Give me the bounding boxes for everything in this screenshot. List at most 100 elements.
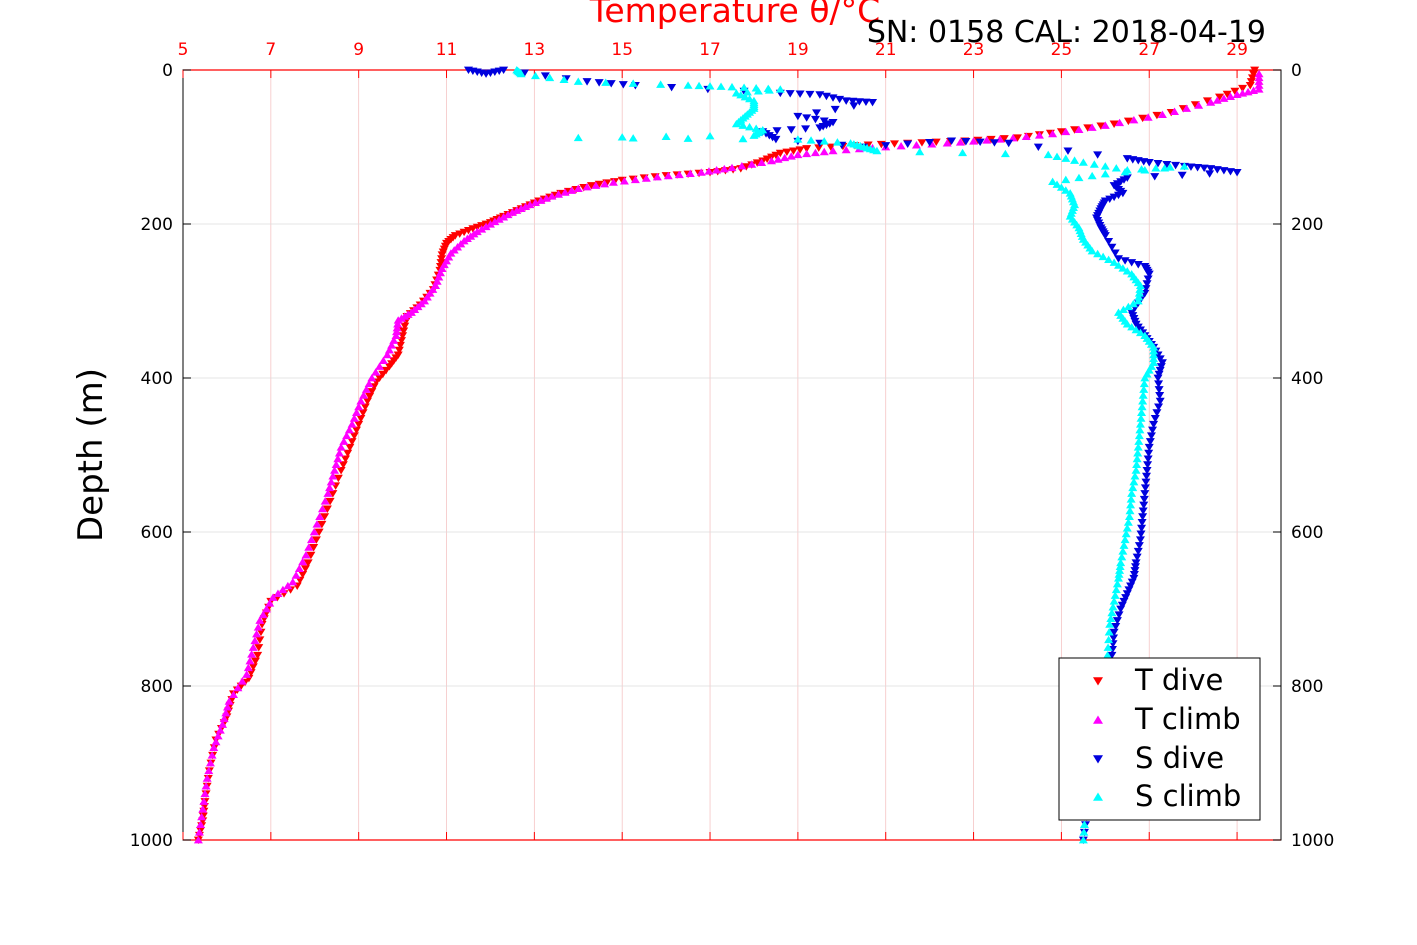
data-point	[841, 145, 851, 154]
data-point	[530, 198, 540, 207]
data-point	[300, 565, 310, 573]
data-point	[1061, 154, 1071, 162]
data-point	[378, 370, 388, 379]
data-point	[1140, 490, 1150, 498]
data-point	[1109, 120, 1119, 128]
data-point	[608, 178, 618, 186]
legend-markers	[1093, 677, 1103, 801]
data-point	[1125, 506, 1135, 515]
legend-label-t-climb: T climb	[1134, 702, 1241, 736]
data-point	[890, 140, 900, 148]
data-point	[1063, 147, 1073, 155]
data-point	[772, 127, 782, 135]
data-point	[303, 559, 313, 567]
data-point	[1111, 164, 1121, 172]
data-point	[767, 156, 777, 165]
data-point	[1110, 591, 1120, 599]
data-point	[1156, 363, 1166, 371]
y-tick-label-right: 400	[1291, 369, 1323, 389]
data-point	[1070, 126, 1080, 134]
data-point	[749, 131, 759, 139]
data-point	[1225, 168, 1235, 176]
data-point	[519, 69, 529, 77]
data-point	[250, 657, 260, 666]
data-point	[1112, 579, 1122, 588]
serial-calibration-annotation: SN: 0158 CAL: 2018-04-19	[867, 15, 1266, 50]
data-point	[1056, 183, 1066, 191]
data-point	[1154, 386, 1164, 394]
data-point	[1149, 347, 1159, 355]
legend-marker	[1093, 755, 1103, 764]
data-point	[1219, 167, 1229, 175]
data-point	[1104, 255, 1114, 263]
data-point	[955, 138, 965, 146]
data-point	[1179, 162, 1189, 170]
data-point	[1155, 397, 1165, 406]
data-point	[255, 616, 265, 624]
data-point	[253, 623, 263, 631]
data-point	[925, 139, 935, 147]
data-point	[1136, 414, 1146, 422]
data-point	[969, 137, 979, 145]
data-point	[582, 78, 592, 86]
data-point	[485, 220, 495, 228]
data-point	[1155, 366, 1165, 375]
data-point	[739, 83, 749, 91]
y-tick-label-left: 200	[141, 215, 173, 235]
data-point	[674, 170, 684, 179]
data-point	[1113, 191, 1123, 200]
data-point	[1127, 322, 1137, 331]
data-point	[306, 551, 316, 560]
data-point	[573, 184, 583, 192]
data-point	[793, 112, 803, 121]
data-point	[771, 151, 781, 160]
data-point	[802, 145, 812, 153]
data-point	[265, 599, 275, 607]
data-point	[1100, 121, 1110, 129]
data-point	[1122, 590, 1132, 598]
data-point	[1139, 501, 1149, 510]
data-point	[1153, 159, 1163, 168]
data-point	[1143, 275, 1153, 283]
data-point	[336, 443, 346, 451]
data-point	[1137, 402, 1147, 411]
data-point	[1135, 536, 1145, 544]
data-point	[1171, 161, 1181, 170]
data-point	[304, 543, 314, 551]
data-point	[1162, 160, 1172, 169]
data-point	[582, 182, 592, 191]
data-point	[320, 497, 330, 505]
data-point	[1135, 281, 1145, 289]
data-point	[694, 81, 704, 90]
data-point	[1254, 85, 1264, 93]
data-point	[1061, 186, 1071, 194]
y-tick-label-left: 1000	[130, 831, 173, 851]
x-tick-label: 15	[611, 40, 633, 60]
data-point	[320, 513, 330, 521]
data-point	[341, 455, 351, 463]
data-point	[848, 97, 858, 106]
data-point	[328, 490, 338, 498]
data-point	[785, 90, 795, 98]
data-point	[1133, 296, 1143, 305]
data-point	[349, 414, 359, 422]
data-point	[819, 147, 829, 156]
data-point	[1133, 547, 1143, 556]
data-point	[1008, 133, 1018, 142]
data-point	[915, 147, 925, 156]
data-point	[1140, 373, 1150, 382]
data-point	[347, 438, 357, 446]
data-point	[399, 327, 409, 335]
data-point	[835, 95, 845, 104]
data-point	[200, 789, 210, 798]
data-point	[1212, 96, 1222, 104]
data-point	[1112, 617, 1122, 625]
data-point	[1144, 449, 1154, 458]
data-point	[1128, 483, 1138, 492]
data-point	[1219, 94, 1229, 102]
data-point	[1153, 374, 1163, 383]
data-point	[999, 135, 1009, 143]
data-point	[738, 134, 748, 143]
data-point	[1131, 559, 1141, 567]
data-point	[1138, 507, 1148, 515]
